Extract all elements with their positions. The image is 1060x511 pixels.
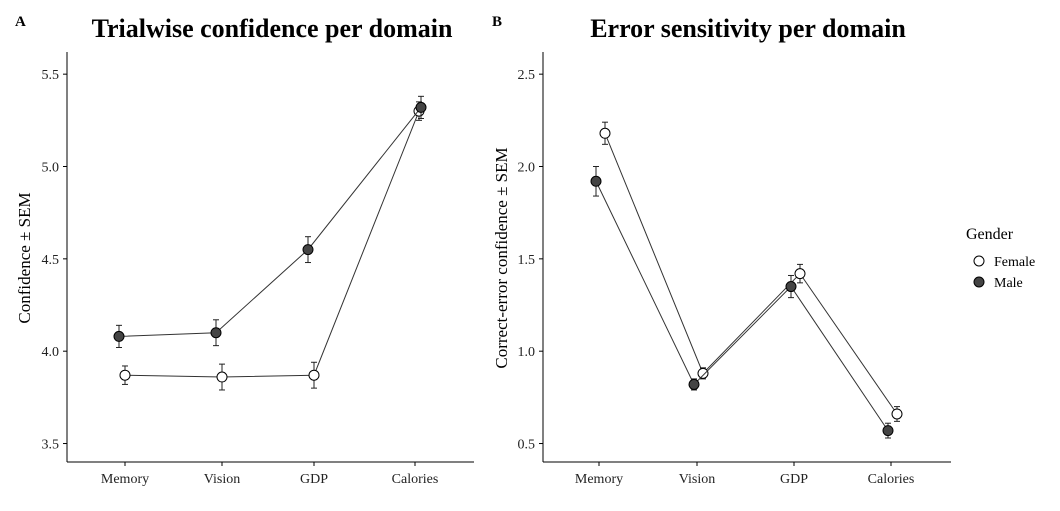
panel-b-y-tick-label: 1.5: [518, 253, 536, 268]
panel-b-x-tick-label: Memory: [575, 472, 623, 487]
panel-b-y-tick-label: 1.0: [518, 345, 536, 360]
panel-a-y-tick-label: 5.5: [42, 68, 60, 83]
panel-a-female-point: [308, 369, 320, 381]
panel-a-y-tick-label: 4.5: [42, 253, 60, 268]
panel-a-x-tick-label: Memory: [101, 472, 149, 487]
panel-b-male-point: [688, 378, 700, 390]
panel-a-x-tick-label: Vision: [204, 472, 241, 487]
panel-b-y-tick-label: 2.0: [518, 161, 536, 176]
panel-a-y-tick-label: 5.0: [42, 161, 60, 176]
legend-male-label: Male: [994, 276, 1023, 291]
legend-female-marker: [973, 255, 985, 267]
panel-b-female-point: [794, 268, 806, 280]
panel-b-x-tick-label: Vision: [679, 472, 716, 487]
legend: Gender Female Male: [966, 226, 1035, 291]
panel-b-female-series-line: [604, 133, 898, 415]
panel-b-letter: B: [492, 14, 502, 30]
panel-b-plot-area: 0.5 1.0 1.5 2.0 2.5 Memory Vision GDP Calories: [518, 52, 951, 487]
panel-a-male-point: [415, 101, 427, 113]
panel-b-y-tick-label: 0.5: [518, 438, 536, 453]
panel-a-female-point: [119, 369, 131, 381]
panel-b-y-axis-label: Correct-error confidence ± SEM: [492, 147, 511, 368]
panel-a-y-tick-label: 3.5: [42, 438, 60, 453]
panel-b-male-point: [590, 175, 602, 187]
panel-a-letter: A: [15, 14, 26, 30]
legend-title: Gender: [966, 226, 1014, 243]
panel-a-male-point: [113, 330, 125, 342]
panel-b-title: Error sensitivity per domain: [590, 14, 906, 43]
panel-a-male-point: [302, 244, 314, 256]
panel-b-female-point: [697, 367, 709, 379]
panel-b-x-tick-label: GDP: [780, 472, 808, 487]
legend-female-label: Female: [994, 255, 1035, 270]
panel-a-female-series-line: [124, 110, 420, 378]
panel-a-y-tick-label: 4.0: [42, 345, 60, 360]
panel-b-x-tick-label: Calories: [868, 472, 915, 487]
panel-a-y-axis-label: Confidence ± SEM: [15, 192, 34, 323]
panel-a-male-point: [210, 327, 222, 339]
panel-a-plot-area: 3.5 4.0 4.5 5.0 5.5 Memory Vision GDP Calories: [42, 52, 474, 487]
panel-b-male-point: [882, 425, 894, 437]
panel-b-male-point: [785, 281, 797, 293]
panel-a-female-point: [216, 371, 228, 383]
panel-a: A Trialwise confidence per domain Confid…: [15, 14, 474, 487]
panel-a-title: Trialwise confidence per domain: [92, 14, 453, 43]
panel-b-male-series-line: [595, 181, 889, 431]
panel-a-x-tick-label: Calories: [392, 472, 439, 487]
panel-a-male-series-line: [118, 107, 422, 337]
legend-male-marker: [973, 276, 985, 288]
panel-b: B Error sensitivity per domain Correct-e…: [492, 14, 951, 487]
panel-b-y-tick-label: 2.5: [518, 68, 536, 83]
panel-a-x-tick-label: GDP: [300, 472, 328, 487]
panel-b-female-point: [599, 127, 611, 139]
panel-b-female-point: [891, 408, 903, 420]
